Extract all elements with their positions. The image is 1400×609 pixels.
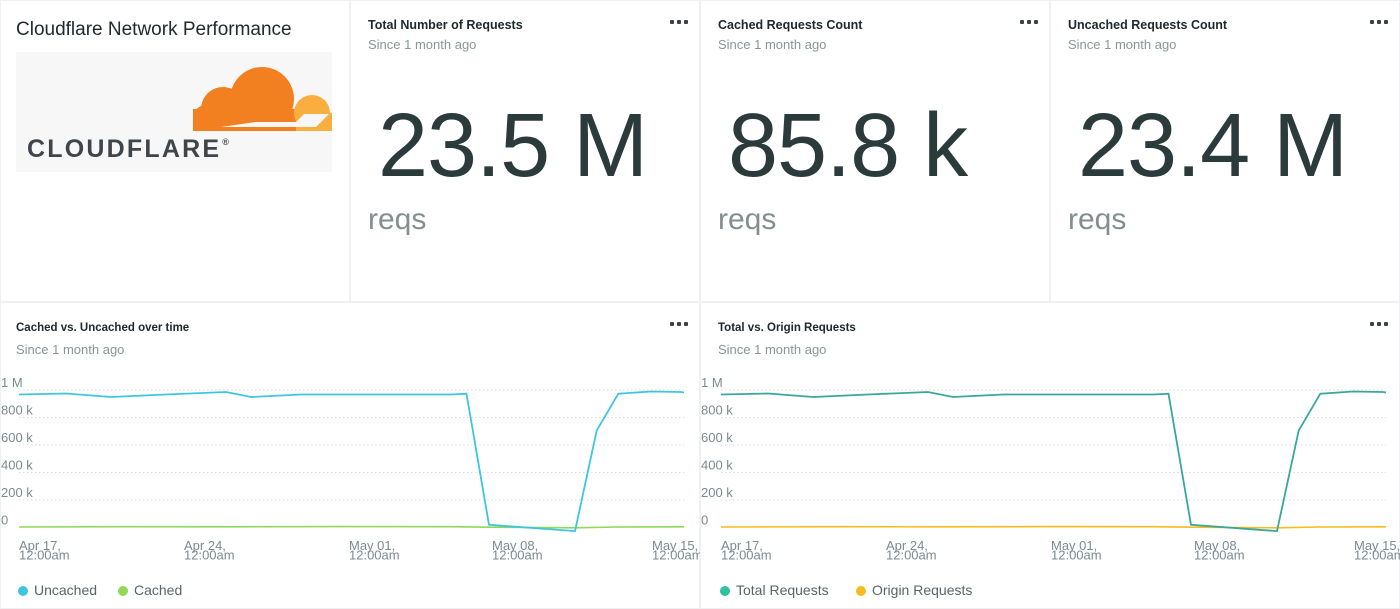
svg-text:400 k: 400 k (1, 458, 33, 473)
svg-text:12:00am: 12:00am (721, 548, 772, 563)
svg-text:200 k: 200 k (701, 485, 733, 500)
svg-text:Cached: Cached (134, 582, 182, 598)
svg-text:600 k: 600 k (1, 430, 33, 445)
svg-text:1 M: 1 M (701, 375, 723, 390)
svg-text:12:00am: 12:00am (1194, 548, 1245, 563)
svg-text:12:00am: 12:00am (1051, 548, 1102, 563)
svg-text:Origin Requests: Origin Requests (872, 582, 972, 598)
svg-text:12:00am: 12:00am (886, 548, 937, 563)
svg-text:12:00am: 12:00am (19, 548, 70, 563)
svg-text:800 k: 800 k (701, 403, 733, 418)
svg-text:600 k: 600 k (701, 430, 733, 445)
svg-text:800 k: 800 k (1, 403, 33, 418)
svg-text:1 M: 1 M (1, 375, 23, 390)
svg-text:0: 0 (1, 513, 8, 528)
svg-text:12:00am: 12:00am (349, 548, 400, 563)
svg-text:12:00am: 12:00am (492, 548, 543, 563)
svg-text:400 k: 400 k (701, 458, 733, 473)
svg-text:Uncached: Uncached (34, 582, 97, 598)
svg-text:12:00am: 12:00am (652, 548, 701, 563)
svg-text:12:00am: 12:00am (184, 548, 235, 563)
svg-text:Total Requests: Total Requests (736, 582, 829, 598)
svg-text:0: 0 (701, 513, 708, 528)
svg-text:200 k: 200 k (1, 485, 33, 500)
svg-text:12:00am: 12:00am (1354, 548, 1400, 563)
